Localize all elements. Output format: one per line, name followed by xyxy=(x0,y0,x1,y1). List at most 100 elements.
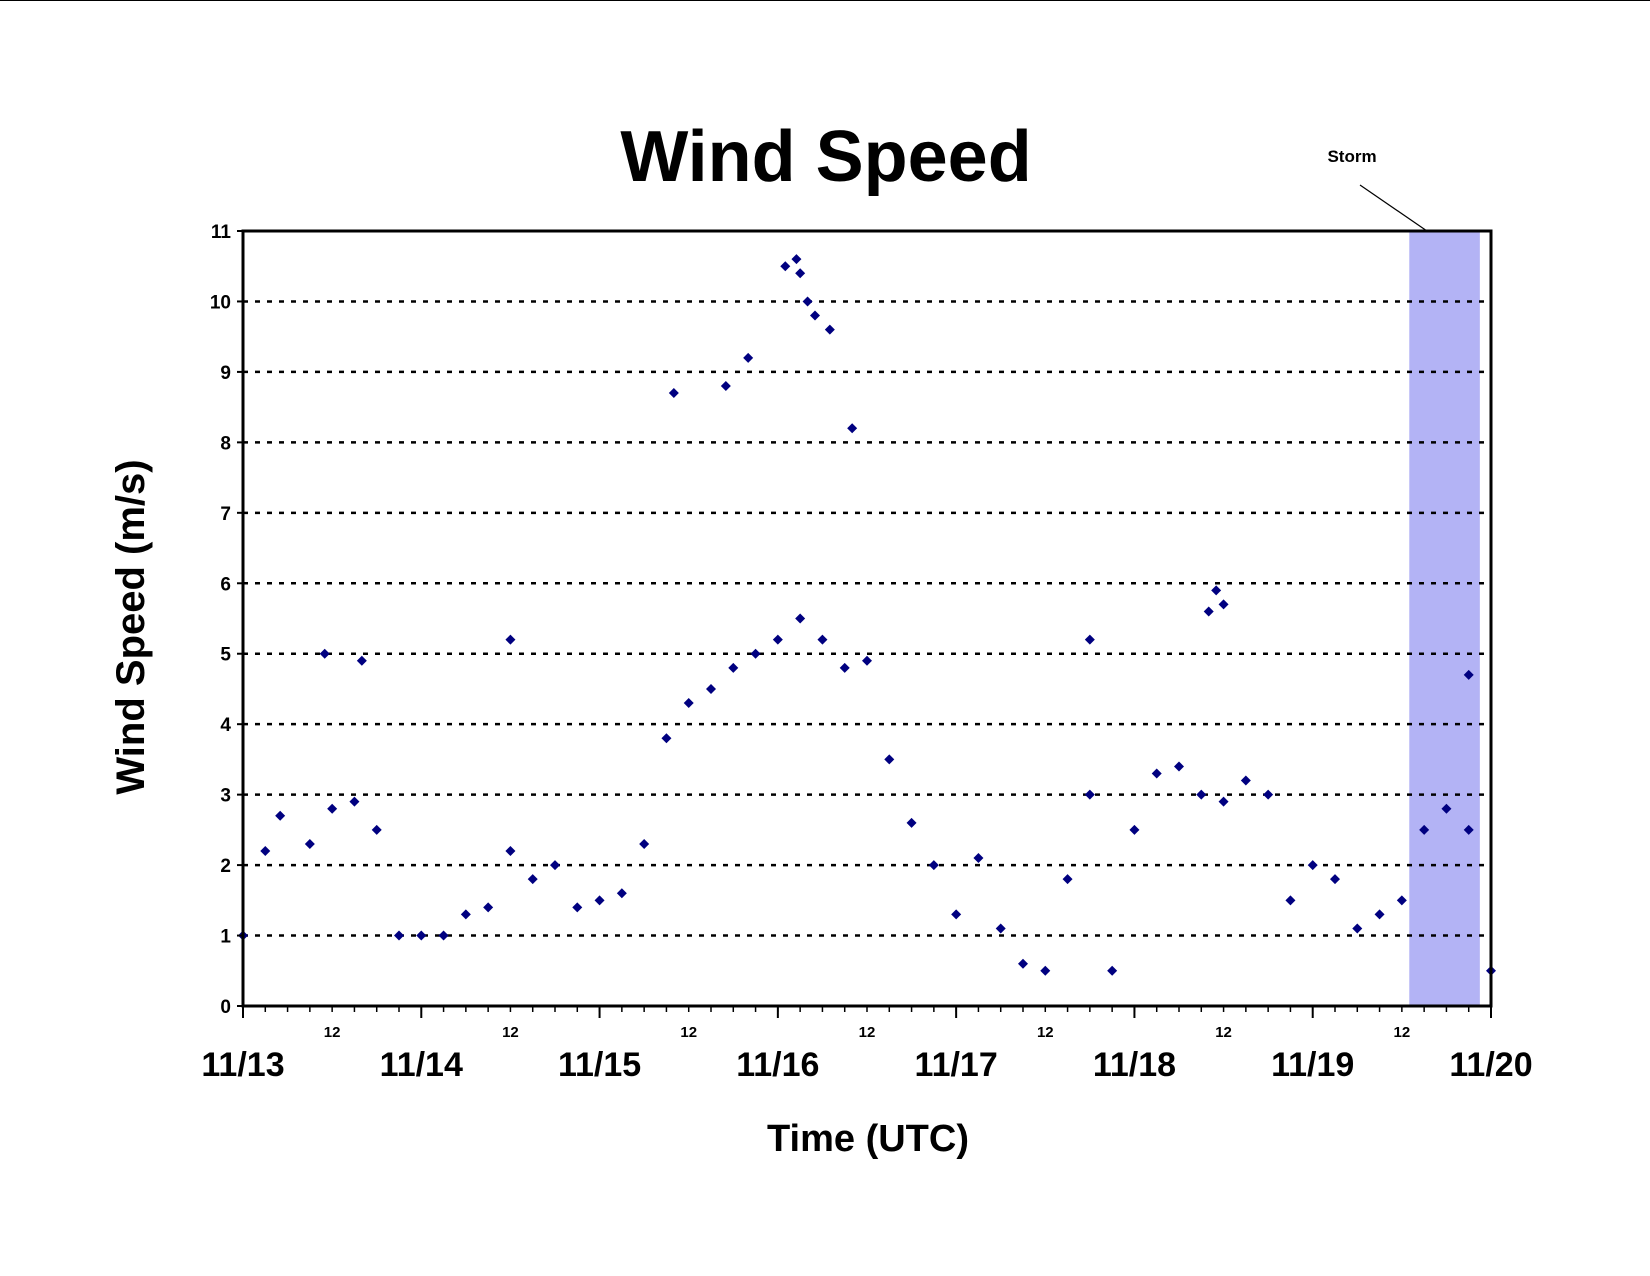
data-point xyxy=(1330,874,1340,885)
data-point xyxy=(356,655,367,666)
y-tick-label: 10 xyxy=(210,292,231,313)
data-point xyxy=(791,254,802,265)
data-point xyxy=(1040,965,1051,976)
data-point xyxy=(394,930,404,941)
data-point xyxy=(1129,824,1140,835)
x-minor-tick-label: 12 xyxy=(502,1024,519,1041)
data-point xyxy=(824,324,835,335)
data-point xyxy=(550,860,560,871)
data-point xyxy=(1018,958,1028,969)
y-tick-label: 1 xyxy=(220,927,231,948)
data-point xyxy=(810,310,820,321)
data-point xyxy=(1352,923,1363,934)
data-point xyxy=(275,810,286,821)
x-tick-label: 11/14 xyxy=(380,1046,463,1084)
data-point xyxy=(304,838,315,849)
data-point xyxy=(1203,606,1214,617)
data-point xyxy=(505,634,516,645)
data-point xyxy=(795,613,806,624)
y-tick-label: 7 xyxy=(220,504,231,525)
data-point xyxy=(371,824,382,835)
y-tick-label: 11 xyxy=(211,222,232,243)
data-point xyxy=(327,803,338,814)
data-point xyxy=(973,853,984,864)
data-point xyxy=(639,838,650,849)
x-minor-tick-label: 12 xyxy=(680,1024,697,1041)
data-point xyxy=(594,895,605,906)
data-point xyxy=(319,648,330,659)
data-point xyxy=(1084,789,1095,800)
x-tick-label: 11/18 xyxy=(1093,1046,1176,1084)
data-point xyxy=(1463,669,1474,680)
data-point xyxy=(460,909,471,920)
data-point xyxy=(483,902,494,913)
data-point xyxy=(780,261,791,272)
y-tick-label: 9 xyxy=(220,363,231,384)
data-point xyxy=(416,930,427,941)
data-point xyxy=(847,423,858,434)
x-minor-tick-label: 12 xyxy=(859,1024,876,1041)
data-point xyxy=(616,888,627,899)
data-point xyxy=(1196,789,1207,800)
y-tick-label: 4 xyxy=(220,715,231,736)
data-point xyxy=(661,733,672,744)
data-point xyxy=(706,683,716,694)
x-tick-label: 11/13 xyxy=(201,1046,284,1084)
data-point xyxy=(862,655,872,666)
data-point xyxy=(1307,860,1318,871)
x-minor-tick-label: 12 xyxy=(1215,1024,1232,1041)
x-minor-tick-label: 12 xyxy=(1037,1024,1054,1041)
data-point xyxy=(349,796,360,807)
data-point xyxy=(906,817,917,828)
data-point xyxy=(527,874,538,885)
x-axis-label: Time (UTC) xyxy=(767,1118,969,1160)
data-point xyxy=(817,634,828,645)
data-point xyxy=(505,846,516,856)
y-tick-label: 5 xyxy=(220,645,231,666)
y-tick-label: 8 xyxy=(220,433,231,454)
storm-band xyxy=(1409,231,1480,1006)
x-minor-tick-label: 12 xyxy=(1394,1024,1411,1041)
x-tick-label: 11/15 xyxy=(558,1046,641,1084)
data-point xyxy=(839,662,850,673)
data-point xyxy=(802,296,813,307)
chart-title: Wind Speed xyxy=(620,117,1031,197)
data-point xyxy=(1151,768,1162,779)
data-point xyxy=(683,698,694,709)
data-point xyxy=(928,860,939,871)
data-point xyxy=(743,352,754,363)
data-point xyxy=(1218,796,1229,807)
data-point xyxy=(1211,585,1222,596)
storm-annotation-leader xyxy=(1359,184,1428,232)
data-point xyxy=(795,268,806,279)
y-tick-label: 6 xyxy=(220,574,231,595)
data-point xyxy=(1463,824,1474,835)
y-tick-label: 3 xyxy=(220,786,231,807)
plot-frame xyxy=(241,229,1493,1008)
data-point xyxy=(260,846,271,856)
data-point xyxy=(1263,789,1274,800)
data-point xyxy=(1062,874,1073,885)
data-point xyxy=(1374,909,1385,920)
x-minor-tick-label: 12 xyxy=(324,1024,341,1041)
data-point xyxy=(1441,803,1452,814)
data-point xyxy=(438,930,449,941)
data-point xyxy=(1084,634,1095,645)
data-point xyxy=(1174,761,1184,772)
data-point xyxy=(728,662,739,673)
x-tick-label: 11/20 xyxy=(1449,1046,1532,1084)
data-point xyxy=(1218,599,1229,610)
data-point xyxy=(1107,965,1118,976)
data-point xyxy=(951,909,962,920)
data-point xyxy=(1285,895,1296,906)
data-point xyxy=(1240,775,1251,786)
data-point xyxy=(1396,895,1407,906)
y-tick-label: 0 xyxy=(220,997,231,1018)
data-point xyxy=(572,902,583,913)
data-point xyxy=(750,648,761,659)
data-point xyxy=(772,634,783,645)
storm-annotation-label: Storm xyxy=(1327,147,1376,166)
data-point xyxy=(1419,824,1430,835)
x-tick-label: 11/19 xyxy=(1271,1046,1354,1084)
